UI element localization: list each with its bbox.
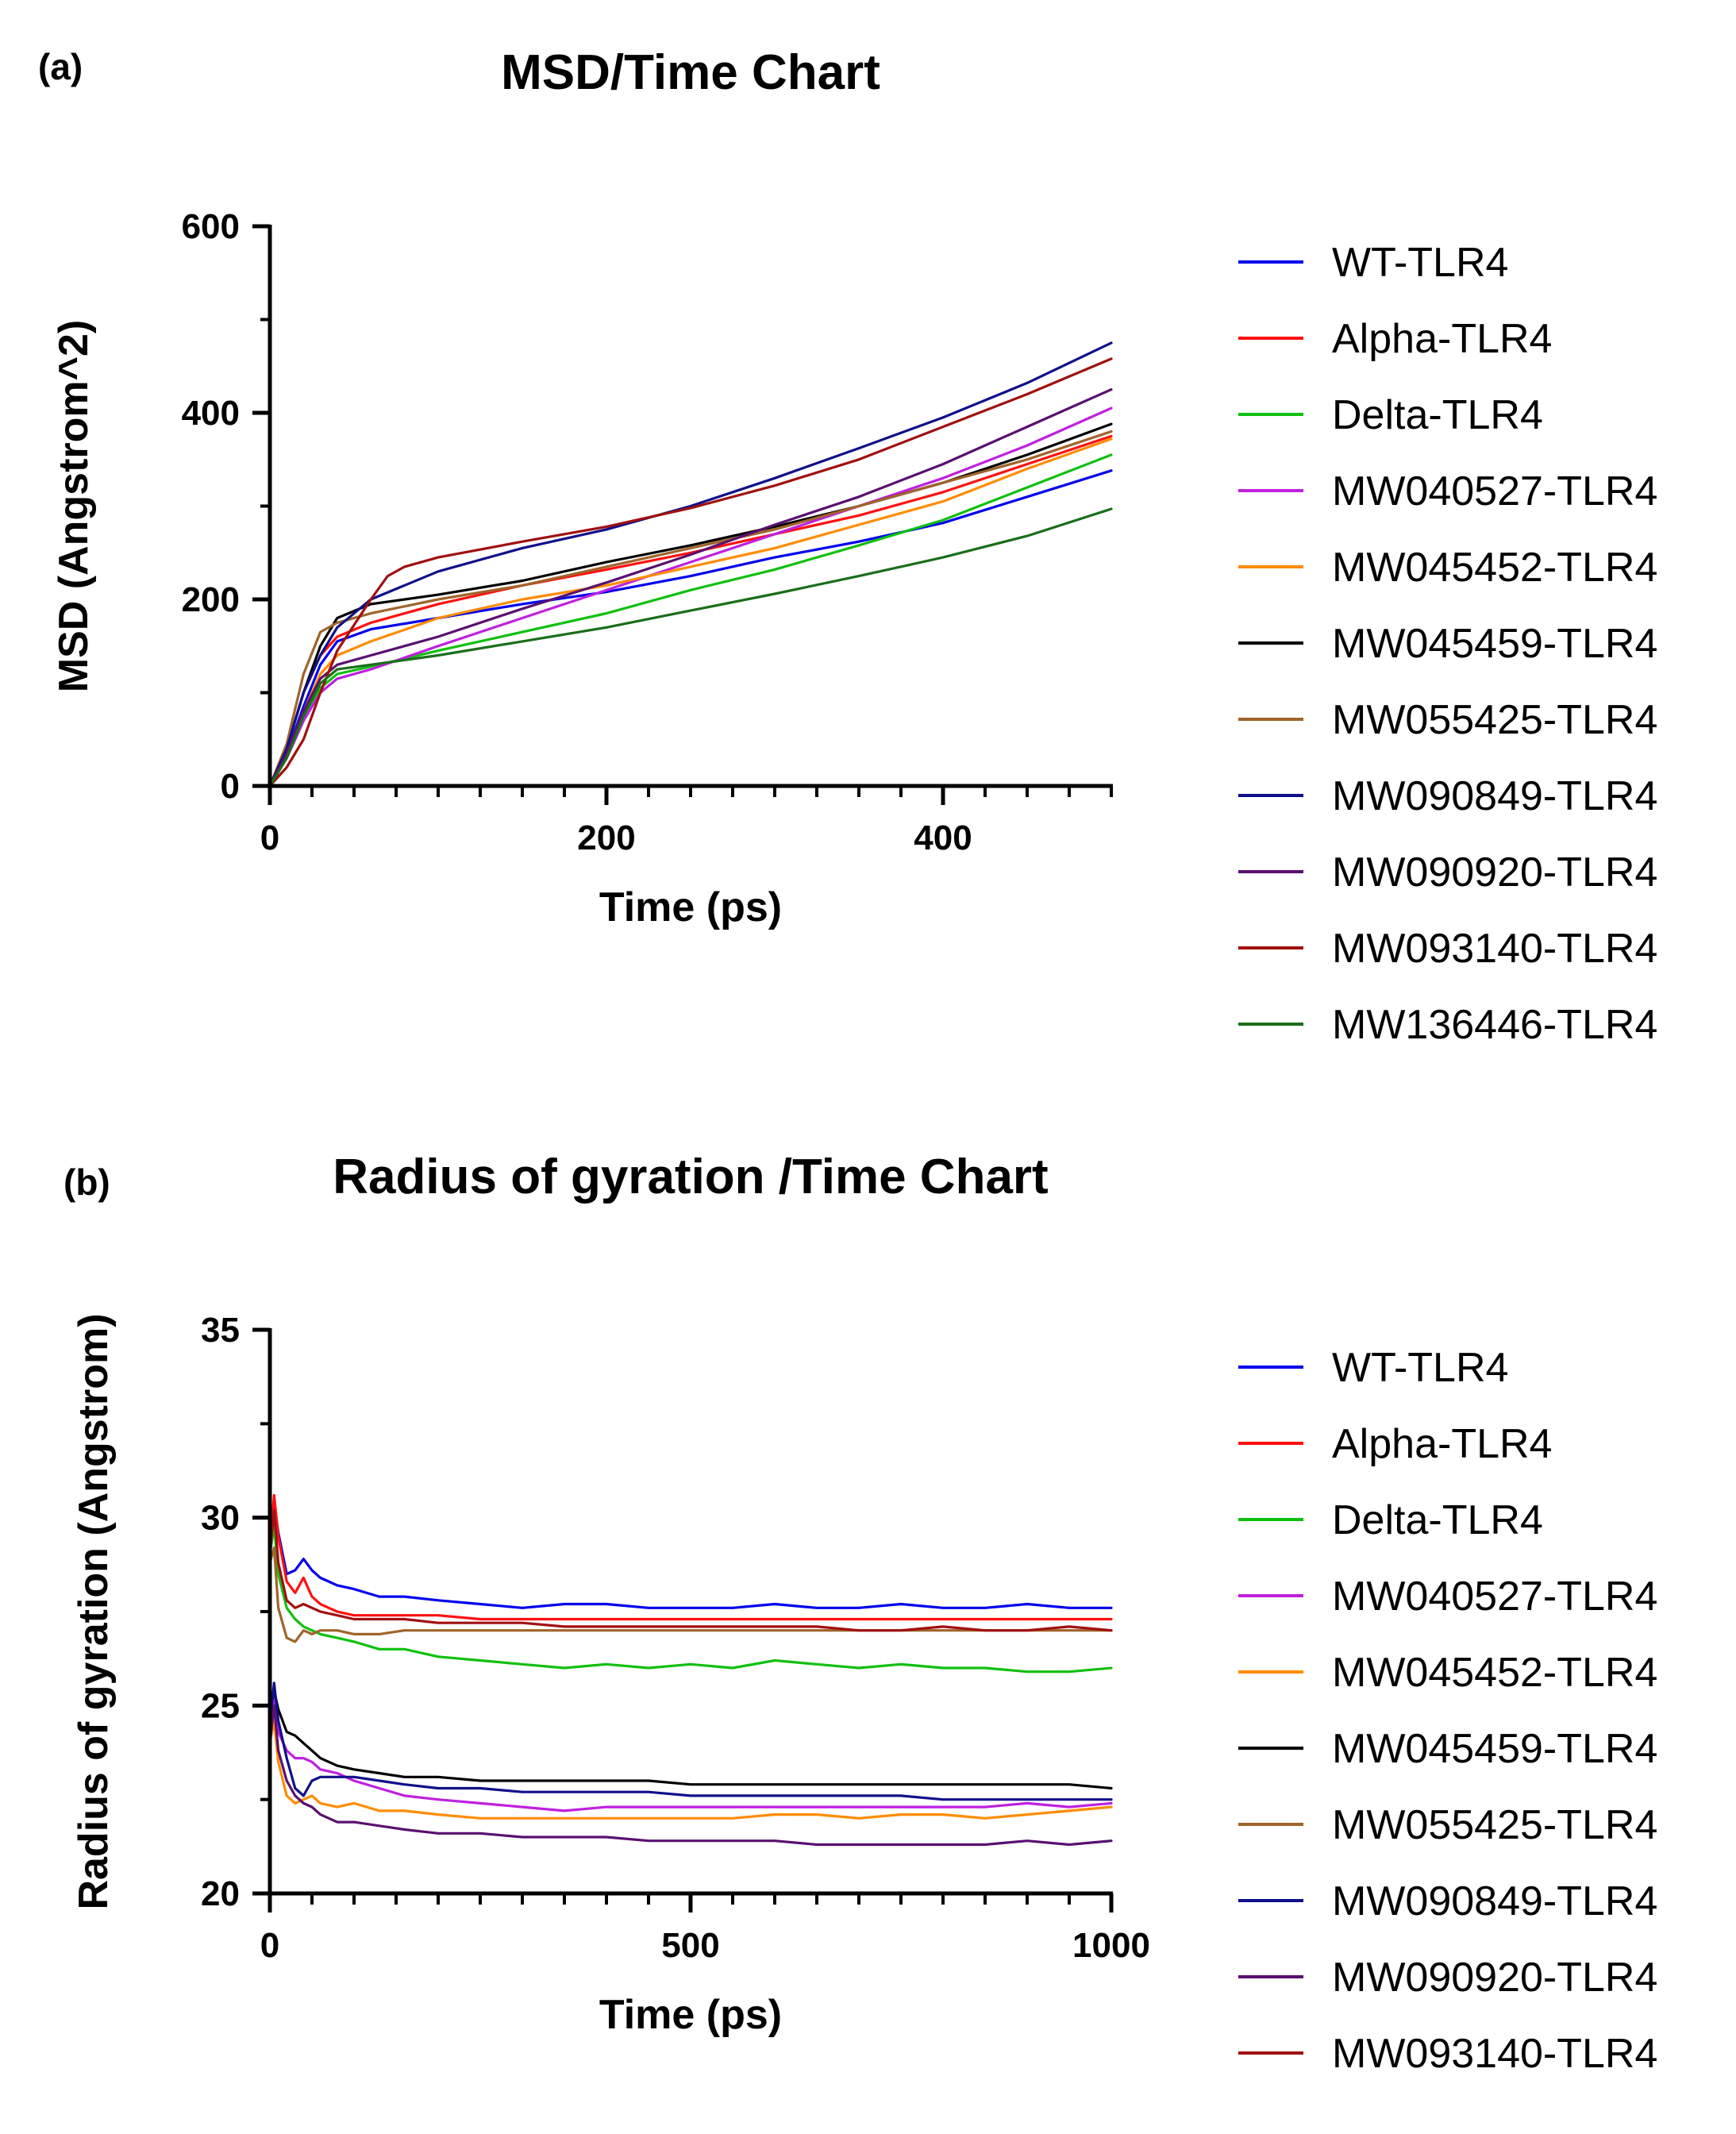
- panel-label: (a): [38, 46, 83, 87]
- legend-label: MW090920-TLR4: [1332, 1955, 1657, 2001]
- legend-label: MW090920-TLR4: [1332, 849, 1657, 896]
- legend-label: MW090849-TLR4: [1332, 773, 1657, 819]
- legend-label: Alpha-TLR4: [1332, 316, 1552, 362]
- series-line-mw093140-tlr4: [270, 1508, 1113, 1632]
- legend-item: MW136446-TLR4: [1238, 1002, 1657, 1048]
- chart-title: MSD/Time Chart: [501, 45, 880, 100]
- series-line-delta-tlr4: [270, 1523, 1113, 1674]
- legend: WT-TLR4 Alpha-TLR4 Delta-TLR4 MW040527-TLR4…: [1238, 1345, 1657, 2077]
- legend-item: WT-TLR4: [1238, 1345, 1508, 1391]
- legend-item: Alpha-TLR4: [1238, 316, 1552, 362]
- legend-item: MW055425-TLR4: [1238, 1802, 1657, 1848]
- legend-item: MW090920-TLR4: [1238, 1955, 1657, 2001]
- legend-item: MW045452-TLR4: [1238, 545, 1657, 591]
- series-line-mw045452-tlr4: [270, 437, 1113, 788]
- y-tick-label: 600: [182, 207, 240, 246]
- legend-item: MW090920-TLR4: [1238, 849, 1657, 896]
- series-line-mw090849-tlr4: [270, 1681, 1113, 1801]
- legend-label: MW055425-TLR4: [1332, 1802, 1657, 1848]
- panel-label: (b): [64, 1161, 110, 1203]
- x-tick-label: 1000: [1072, 1926, 1150, 1965]
- y-tick-label: 400: [182, 394, 240, 433]
- series-line-delta-tlr4: [270, 453, 1113, 788]
- legend-label: MW045452-TLR4: [1332, 1650, 1657, 1696]
- x-tick-label: 200: [577, 819, 635, 857]
- series-lines: [270, 341, 1113, 788]
- msd-chart: (a) MSD/Time Chart 0 200 400 600 0 200 400 Time (…: [38, 45, 1657, 1048]
- legend-label: MW045459-TLR4: [1332, 1726, 1657, 1772]
- legend-item: Delta-TLR4: [1238, 392, 1543, 438]
- y-tick-label: 0: [221, 767, 240, 806]
- legend-label: WT-TLR4: [1332, 240, 1508, 286]
- series-line-mw045459-tlr4: [270, 1689, 1113, 1790]
- legend-item: MW045452-TLR4: [1238, 1650, 1657, 1696]
- y-tick-label: 200: [182, 580, 240, 619]
- legend-label: MW045452-TLR4: [1332, 545, 1657, 591]
- series-line-mw040527-tlr4: [270, 406, 1113, 788]
- series-line-mw045452-tlr4: [270, 1719, 1113, 1820]
- legend-label: Delta-TLR4: [1332, 392, 1543, 438]
- legend-label: MW055425-TLR4: [1332, 697, 1657, 743]
- series-lines: [270, 1493, 1113, 1847]
- series-line-wt-tlr4: [270, 469, 1113, 788]
- x-tick-label: 0: [260, 1926, 279, 1965]
- legend-label: Delta-TLR4: [1332, 1497, 1543, 1543]
- legend-item: MW093140-TLR4: [1238, 2031, 1657, 2077]
- series-line-alpha-tlr4: [270, 1493, 1113, 1621]
- x-axis-label: Time (ps): [599, 884, 782, 930]
- legend-label: MW136446-TLR4: [1332, 1002, 1657, 1048]
- legend-item: MW055425-TLR4: [1238, 697, 1657, 743]
- series-line-mw090920-tlr4: [270, 388, 1113, 788]
- y-axis-label: MSD (Angstrom^2): [51, 320, 97, 692]
- x-tick-label: 500: [661, 1926, 719, 1965]
- legend: WT-TLR4 Alpha-TLR4 Delta-TLR4 MW040527-TLR4…: [1238, 240, 1657, 1048]
- axes: 0 200 400 600 0 200 400: [182, 207, 1113, 857]
- series-line-mw090849-tlr4: [270, 341, 1113, 788]
- y-tick-label: 35: [201, 1311, 240, 1350]
- legend-item: Alpha-TLR4: [1238, 1421, 1552, 1467]
- legend-label: MW090849-TLR4: [1332, 1878, 1657, 1924]
- legend-item: MW045459-TLR4: [1238, 621, 1657, 667]
- series-line-mw055425-tlr4: [270, 429, 1113, 788]
- y-tick-label: 20: [201, 1874, 240, 1913]
- legend-item: WT-TLR4: [1238, 240, 1508, 286]
- series-line-mw136446-tlr4: [270, 507, 1113, 788]
- y-tick-label: 25: [201, 1686, 240, 1725]
- legend-label: Alpha-TLR4: [1332, 1421, 1552, 1467]
- radius-of-gyration-chart: (b) Radius of gyration /Time Chart 20 25 30 3…: [64, 1150, 1657, 2077]
- legend-label: MW040527-TLR4: [1332, 468, 1657, 514]
- legend-item: MW090849-TLR4: [1238, 773, 1657, 819]
- legend-item: MW040527-TLR4: [1238, 468, 1657, 514]
- x-tick-label: 400: [914, 819, 972, 857]
- legend-label: MW093140-TLR4: [1332, 2031, 1657, 2077]
- legend-label: MW093140-TLR4: [1332, 926, 1657, 972]
- legend-label: WT-TLR4: [1332, 1345, 1508, 1391]
- series-line-mw040527-tlr4: [270, 1697, 1113, 1812]
- legend-label: MW045459-TLR4: [1332, 621, 1657, 667]
- legend-item: MW040527-TLR4: [1238, 1574, 1657, 1620]
- legend-item: MW090849-TLR4: [1238, 1878, 1657, 1924]
- axes: 20 25 30 35 0 500 1000: [201, 1311, 1150, 1965]
- y-axis-label: Radius of gyration (Angstrom): [71, 1313, 117, 1909]
- series-line-mw090920-tlr4: [270, 1704, 1113, 1847]
- x-axis-label: Time (ps): [599, 1992, 782, 2038]
- chart-title: Radius of gyration /Time Chart: [333, 1150, 1048, 1204]
- x-tick-label: 0: [260, 819, 279, 857]
- y-tick-label: 30: [201, 1499, 240, 1538]
- legend-label: MW040527-TLR4: [1332, 1574, 1657, 1620]
- legend-item: MW045459-TLR4: [1238, 1726, 1657, 1772]
- legend-item: MW093140-TLR4: [1238, 926, 1657, 972]
- legend-item: Delta-TLR4: [1238, 1497, 1543, 1543]
- series-line-wt-tlr4: [270, 1501, 1113, 1609]
- series-line-mw093140-tlr4: [270, 357, 1113, 788]
